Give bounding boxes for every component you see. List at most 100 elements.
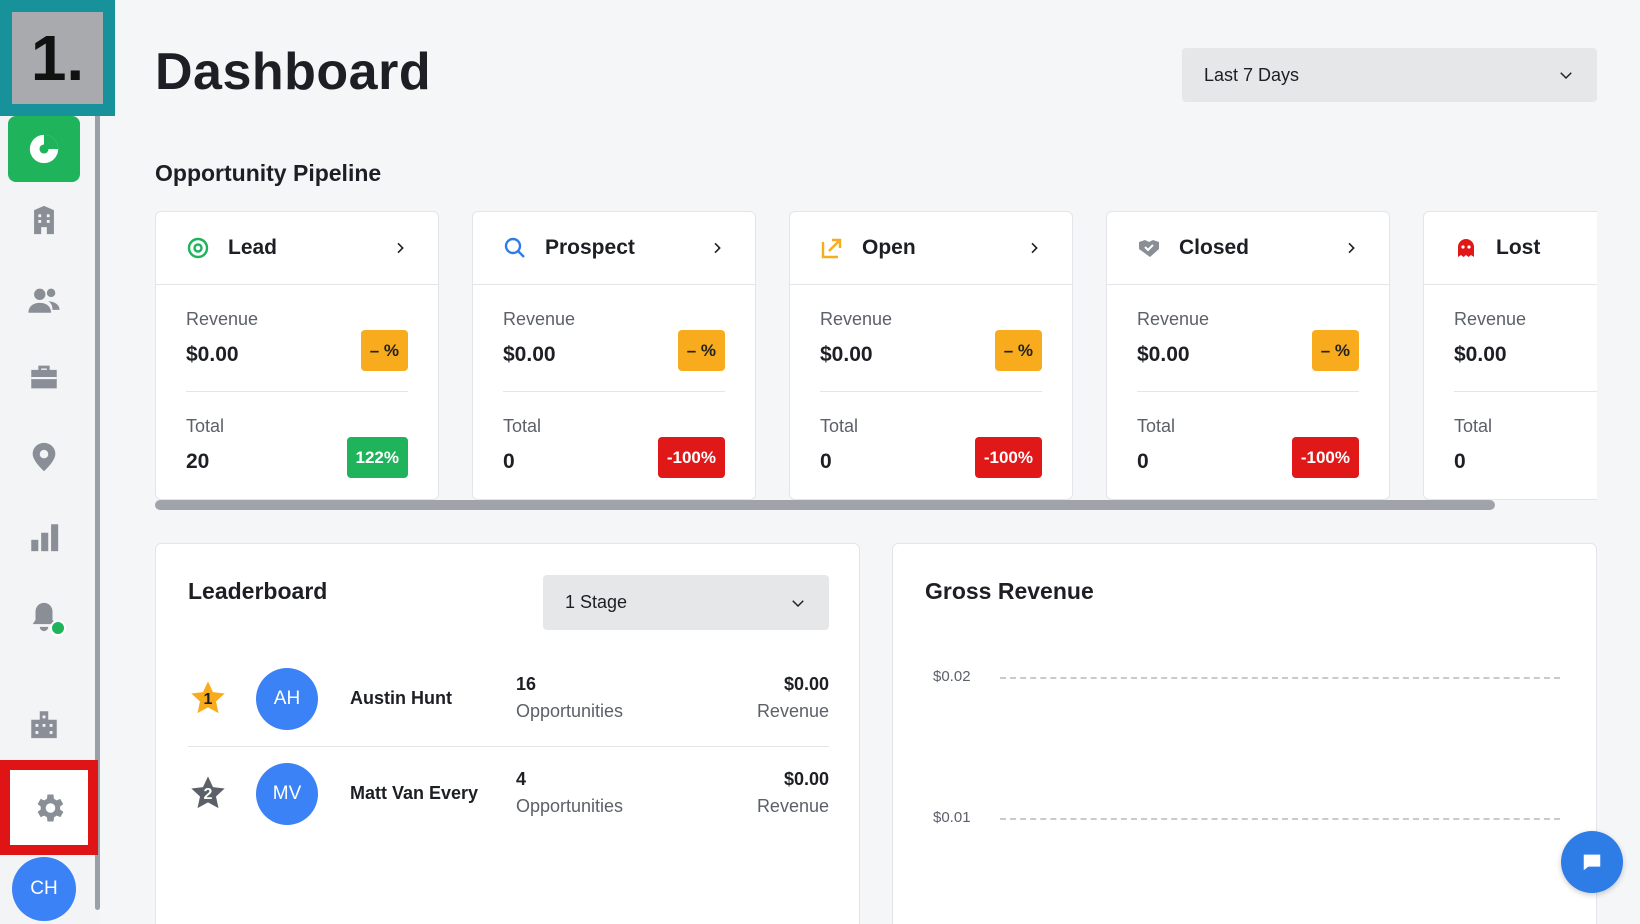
sidebar-item-opportunities[interactable]: [8, 345, 80, 409]
chat-button[interactable]: [1561, 831, 1623, 893]
stage-header[interactable]: Lead: [156, 212, 438, 285]
sidebar-item-organization[interactable]: [8, 692, 80, 756]
building-icon: [34, 205, 54, 235]
revenue-value: $0.00: [1137, 343, 1190, 366]
revenue-change-badge: – %: [360, 330, 408, 371]
silver-star-icon: [191, 776, 225, 809]
sidebar: CH: [0, 0, 100, 924]
total-label: Total: [1454, 416, 1493, 436]
revenue-label: Revenue: [1454, 309, 1527, 329]
stage-card-prospect[interactable]: Prospect Revenue $0.00 – % Total 0 -100%: [472, 211, 756, 500]
external-arrow-icon: [821, 238, 842, 259]
total-change-badge: -100%: [1291, 437, 1359, 478]
chevron-right-icon: [1348, 242, 1355, 254]
leaderboard-title: Leaderboard: [188, 578, 328, 604]
revenue-value: $0.00: [1454, 343, 1507, 366]
date-range-select[interactable]: Last 7 Days: [1182, 48, 1597, 102]
chevron-down-icon: [792, 599, 804, 607]
date-range-value: Last 7 Days: [1204, 64, 1300, 85]
total-change-badge: 122%: [346, 437, 408, 478]
sidebar-item-settings[interactable]: [0, 760, 98, 855]
stage-header[interactable]: Prospect: [473, 212, 755, 285]
bar-chart-icon: [31, 524, 59, 552]
revenue-label: Revenue: [820, 309, 893, 329]
opportunity-count: 16: [516, 674, 537, 694]
gross-revenue-panel: Gross Revenue $0.02 $0.01: [892, 543, 1597, 924]
total-metric: Total 20 122%: [186, 392, 408, 499]
map-pin-icon: [32, 442, 56, 472]
sidebar-item-companies[interactable]: [8, 188, 80, 252]
revenue-value: $0.00: [820, 343, 873, 366]
step-marker: 1.: [0, 0, 115, 116]
y-axis-tick: $0.01: [933, 809, 971, 826]
stage-header[interactable]: Closed: [1107, 212, 1389, 285]
stage-filter-select[interactable]: 1 Stage: [543, 575, 829, 630]
opportunity-count: 4: [516, 769, 527, 789]
sidebar-item-reports[interactable]: [8, 505, 80, 569]
revenue-change-badge: – %: [677, 330, 725, 371]
stage-card-lead[interactable]: Lead Revenue $0.00 – % Total 20 122%: [155, 211, 439, 500]
user-name: Austin Hunt: [350, 688, 452, 708]
pipeline-carousel: Lead Revenue $0.00 – % Total 20 122% Pro…: [155, 211, 1597, 501]
pie-chart-icon: [29, 134, 59, 164]
leaderboard-row[interactable]: 1 AH Austin Hunt 16 Opportunities $0.00 …: [188, 652, 829, 747]
opportunity-count-label: Opportunities: [516, 796, 624, 816]
revenue-label: Revenue: [756, 796, 829, 816]
total-metric: Total 0 -100%: [1137, 392, 1359, 499]
y-axis-tick: $0.02: [933, 668, 971, 685]
total-metric: Total 0: [1454, 392, 1597, 499]
opportunity-count-label: Opportunities: [516, 701, 624, 721]
notification-badge: [50, 620, 66, 636]
stage-card-closed[interactable]: Closed Revenue $0.00 – % Total 0 -100%: [1106, 211, 1390, 500]
revenue-label: Revenue: [503, 309, 576, 329]
revenue-label: Revenue: [186, 309, 259, 329]
revenue-value: $0.00: [783, 769, 829, 789]
handshake-icon: [1139, 240, 1159, 257]
sidebar-item-contacts[interactable]: [8, 268, 80, 332]
stage-header[interactable]: Open: [790, 212, 1072, 285]
total-value: 20: [186, 450, 210, 473]
sidebar-scrollbar[interactable]: [95, 110, 100, 910]
contacts-icon: [28, 288, 60, 313]
revenue-label: Revenue: [756, 701, 829, 721]
stage-card-open[interactable]: Open Revenue $0.00 – % Total 0 -100%: [789, 211, 1073, 500]
stage-name: Closed: [1179, 236, 1250, 259]
gear-icon: [37, 794, 64, 821]
revenue-metric: Revenue $0.00 – %: [820, 285, 1042, 392]
bell-icon: [32, 602, 56, 632]
gold-star-icon: [191, 681, 225, 714]
total-label: Total: [186, 416, 225, 436]
revenue-value: $0.00: [503, 343, 556, 366]
revenue-change-badge: – %: [994, 330, 1042, 371]
stage-header[interactable]: Lost: [1424, 212, 1597, 285]
revenue-metric: Revenue $0.00 – %: [186, 285, 408, 392]
revenue-metric: Revenue $0.00: [1454, 285, 1597, 392]
sidebar-item-notifications[interactable]: [8, 585, 80, 649]
search-icon: [504, 237, 525, 258]
sidebar-item-locations[interactable]: [8, 425, 80, 489]
total-value: 0: [820, 450, 832, 473]
org-building-icon: [31, 711, 57, 739]
total-value: 0: [1454, 450, 1466, 473]
rank-number: 2: [203, 786, 213, 803]
stage-name: Lead: [228, 236, 278, 259]
leaderboard-panel: Leaderboard 1 Stage 1 AH Austin Hunt 16 …: [155, 543, 860, 924]
leaderboard-row[interactable]: 2 MV Matt Van Every 4 Opportunities $0.0…: [188, 747, 829, 842]
chevron-right-icon: [714, 242, 721, 254]
chevron-right-icon: [1031, 242, 1038, 254]
page-title: Dashboard: [155, 43, 432, 101]
gridline: [1000, 677, 1560, 679]
stage-name: Prospect: [545, 236, 635, 259]
user-avatar[interactable]: CH: [12, 857, 76, 921]
sidebar-item-dashboard[interactable]: [8, 116, 80, 182]
revenue-change-badge: – %: [1311, 330, 1359, 371]
avatar-initials: AH: [273, 688, 301, 709]
stage-card-lost[interactable]: Lost Revenue $0.00 Total 0: [1423, 211, 1597, 500]
total-label: Total: [1137, 416, 1176, 436]
user-initials: CH: [30, 878, 58, 899]
pipeline-scrollbar[interactable]: [155, 500, 1495, 510]
rank-number: 1: [203, 691, 213, 708]
user-name: Matt Van Every: [350, 783, 479, 803]
total-metric: Total 0 -100%: [503, 392, 725, 499]
avatar: AH: [256, 668, 318, 730]
